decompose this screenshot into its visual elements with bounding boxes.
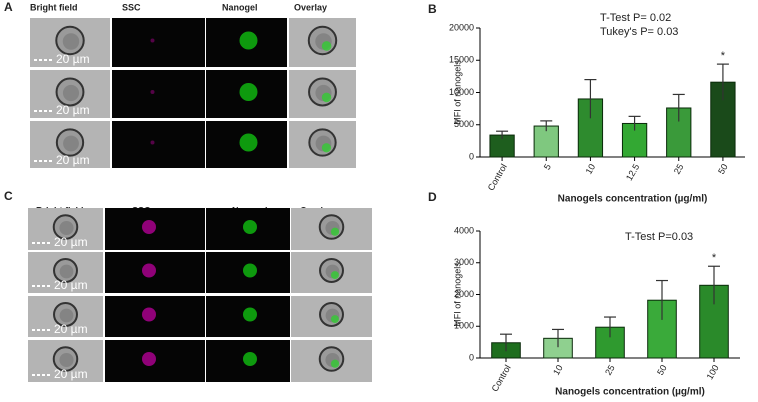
x-tick-label: Control [490,363,513,393]
nanogel-signal [321,41,332,51]
ssc-signal [142,352,156,366]
x-tick-label: 10 [551,363,565,377]
ssc-signal [150,90,155,94]
cell-inner [59,352,74,368]
bar [666,107,692,158]
nanogel-signal [243,220,257,234]
column-header: Overlay [294,2,327,12]
annotation: Tukey's P= 0.03 [600,26,678,38]
cell-inner [62,84,80,102]
panel-label: B [428,2,437,16]
scale-bar-label: 20 µm [54,235,88,249]
x-tick-label: 25 [672,162,686,176]
y-tick-label: 1000 [454,321,474,331]
column-header: SSC [122,2,141,12]
nanogel-signal [321,92,332,103]
cell-inner [59,308,74,323]
x-tick-label: 100 [705,363,721,381]
scale-bar-label: 20 µm [54,367,88,381]
significance: * [721,50,726,62]
annotation: T-Test P=0.03 [625,231,693,243]
y-axis-label: MFI of nanogels [452,60,462,125]
cell-inner [62,33,80,50]
y-tick-label: 15000 [449,55,474,65]
y-tick-label: 0 [469,151,474,161]
scale-bar-label: 20 µm [54,278,88,292]
y-tick-label: 5000 [454,119,474,129]
ssc-signal [150,38,155,43]
nanogel-signal [239,133,258,152]
nanogel-signal [330,227,340,236]
y-tick-label: 0 [469,352,474,362]
nanogel-signal [243,352,257,366]
cell-inner [63,135,79,152]
y-tick-label: 10000 [449,87,474,97]
y-tick-label: 4000 [454,225,474,235]
ssc-signal [142,263,156,278]
micro-image [112,70,205,118]
x-tick-label: 50 [655,363,669,377]
x-tick-label: 10 [584,162,598,176]
nanogel-signal [330,315,339,324]
x-tick-label: 12.5 [624,162,641,182]
cell-inner [59,264,74,279]
nanogel-signal [239,83,258,101]
scale-bar-label: 20 µm [56,153,90,167]
panel-label: D [428,190,437,204]
ssc-signal [142,220,156,234]
nanogel-signal [330,359,340,368]
scale-bar-label: 20 µm [56,52,90,66]
panel-label: A [4,0,13,14]
column-header: Nanogel [222,2,258,12]
y-axis-label: MFI of nanogels [452,262,462,327]
cell-inner [59,220,74,236]
x-tick-label: 5 [542,162,553,171]
x-axis-label: Nanogels concentration (µg/ml) [555,387,705,398]
micro-image [112,121,205,168]
nanogel-signal [239,31,258,50]
y-tick-label: 3000 [454,257,474,267]
scale-bar-label: 20 µm [54,322,88,336]
nanogel-signal [330,271,339,280]
nanogel-signal [243,307,257,322]
annotation: T-Test P= 0.02 [600,12,671,24]
x-tick-label: 50 [716,162,730,176]
y-tick-label: 20000 [449,22,474,32]
x-axis-label: Nanogels concentration (µg/ml) [558,194,708,205]
scale-bar-label: 20 µm [56,103,90,117]
ssc-signal [150,140,155,145]
ssc-signal [142,307,156,322]
panel-label: C [4,189,13,203]
significance: * [712,252,717,264]
column-header: Bright field [30,2,78,12]
x-tick-label: Control [486,162,509,192]
nanogel-signal [321,143,332,153]
bar [699,284,729,359]
nanogel-signal [243,263,257,278]
x-tick-label: 25 [603,363,617,377]
micro-image [112,18,205,67]
y-tick-label: 2000 [454,289,474,299]
